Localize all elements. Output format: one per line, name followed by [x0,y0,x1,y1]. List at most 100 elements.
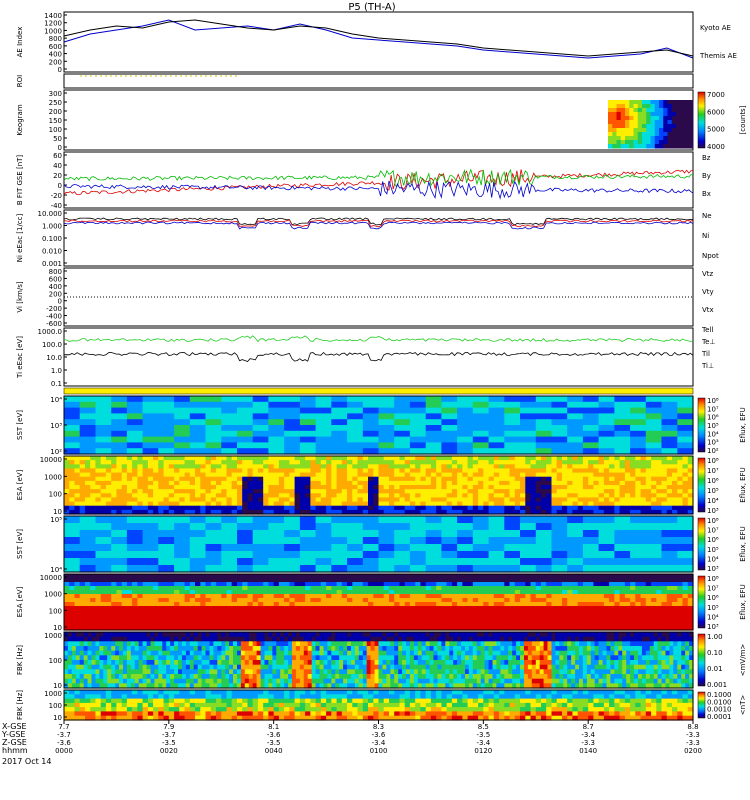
keogram-cell [608,120,613,125]
esa_elec-cell [577,578,584,583]
esa_ion-cell [278,456,285,461]
sst_elec-cell [331,565,348,573]
sst_ion-cell [64,425,81,432]
esa_ion-cell [567,485,573,490]
esa_elec-cell [409,614,416,619]
keogram-cell [667,104,673,109]
esa_elec-cell [252,602,259,607]
sst_ion-cell [221,448,238,455]
sst_elec-cell [64,551,81,559]
esa_elec-cell [100,606,107,611]
esa_elec-cell [682,606,689,611]
sst_ion-cell [520,448,537,455]
esa_elec-cell [158,574,165,579]
esa_elec-cell [90,586,96,591]
esa_ion-cell [231,505,238,511]
esa_elec-cell [436,610,442,615]
esa_ion-cell [69,493,75,498]
fbk_e-cell [181,664,187,670]
esa_ion-cell [399,480,406,486]
keogram-cell [637,144,643,149]
esa_ion-cell [514,460,521,465]
fbk_e-cell [146,683,152,689]
esa_elec-cell [95,626,102,631]
esa_ion-cell [389,489,395,494]
esa_ion-cell [635,472,642,478]
esa_elec-cell [90,626,96,631]
esa_elec-cell [546,602,552,607]
esa_ion-cell [525,501,532,507]
esa_ion-cell [430,476,437,482]
esa_elec-cell [231,618,238,623]
fbk_e-cell [87,632,93,638]
esa_elec-cell [577,606,584,611]
keogram-colorbar-tick: 7000 [707,91,725,99]
esa_elec-cell [132,578,138,583]
fbk_e-cell [162,641,167,647]
esa_elec-cell [478,622,484,627]
fbk_e-cell [162,646,167,652]
esa_elec-cell [609,598,615,603]
sst_ion-cell [174,425,191,432]
esa_ion-cell [546,480,552,486]
esa_elec-cell [111,606,117,611]
keogram-cell [676,124,681,129]
esa_elec-cell [368,598,374,603]
sst_ion-cell [221,396,238,403]
sst_elec-cell [221,530,238,538]
esa_ion-cell [273,493,280,498]
esa_ion-cell [451,489,458,494]
esa_elec-cell [168,622,175,627]
esa_ion-cell [661,493,668,498]
sst_ion-cell [661,442,678,449]
esa_elec-cell [530,594,537,599]
sst_elec-panel-frame [63,515,694,573]
fbk_e-cell [217,664,222,670]
esa_ion-cell [231,468,238,474]
fbk_e-cell [193,669,199,675]
sst_elec-cell [142,516,159,524]
esa_elec-cell [221,586,228,591]
esa_ion-cell [551,485,558,490]
esa_elec-cell [572,602,579,607]
fbk_e-cell [185,636,191,642]
sst_ion-colorbar-tick: 10⁷ [707,405,719,413]
esa_elec-cell [404,594,411,599]
sst_elec-cell [567,565,584,573]
esa_ion-cell [551,480,558,486]
esa_ion-cell [105,464,112,469]
esa_ion-cell [383,497,390,503]
sst_ion-cell [614,401,631,409]
sst_elec-cell [64,530,81,538]
esa_ion-cell [305,485,311,490]
fbk_e-cell [209,632,214,638]
esa_ion-cell [179,456,186,461]
esa_elec-cell [462,610,469,615]
esa_ion-cell [430,497,437,503]
sst_ion-cell [299,396,317,403]
esa_elec-cell [666,574,673,579]
esa_ion-cell [74,464,81,469]
esa_ion-cell [111,489,117,494]
sst_elec-cell [472,558,490,566]
keogram-cell [637,100,643,105]
esa_elec-cell [105,586,112,591]
esa_ion-cell [582,472,589,478]
esa_elec-cell [184,614,191,619]
esa_elec-cell [572,590,579,595]
esa_ion-cell [252,501,259,507]
esa_ion-cell [409,505,416,511]
fbk_e-cell [166,664,171,670]
esa_elec-cell [598,586,605,591]
esa_elec-cell [126,606,133,611]
sst_ion-cell [535,442,553,449]
sst_ion-cell [158,401,175,409]
esa_elec-cell [409,602,416,607]
esa_ion-cell [268,485,275,490]
esa_ion-cell [142,509,149,515]
keogram-colorbar-tick: 5000 [707,126,725,134]
esa_elec-cell [614,578,621,583]
esa_elec-cell [651,610,657,615]
esa_elec-cell [299,626,306,631]
sst_ion-cell [457,401,474,409]
